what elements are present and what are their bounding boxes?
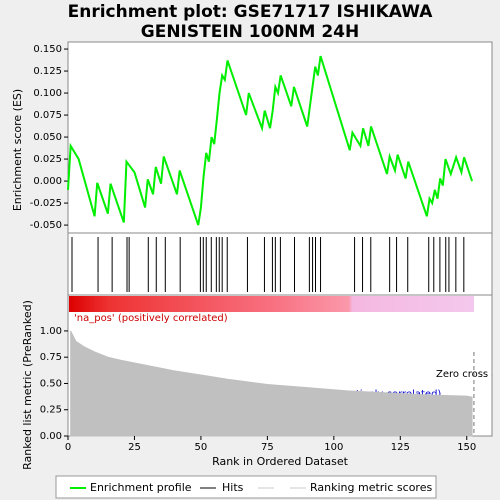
- y-tick-label: 0.125: [33, 66, 62, 77]
- y-tick-label: 0.00: [40, 431, 62, 442]
- y-tick-label: -0.050: [30, 220, 62, 231]
- x-axis-label: Rank in Ordered Dataset: [212, 455, 349, 468]
- legend-label: Hits: [222, 481, 244, 494]
- x-tick-label: 150: [457, 442, 476, 453]
- y-tick-label: 0.25: [40, 405, 62, 416]
- y-axis-label: Enrichment score (ES): [11, 89, 24, 211]
- y-tick-label: 0.025: [33, 154, 62, 165]
- y-tick-label: 0.150: [33, 44, 62, 55]
- x-tick-label: 0: [65, 442, 71, 453]
- chart-title: Enrichment plot: GSE71717 ISHIKAWA GENIST…: [68, 2, 434, 42]
- annotation: 'na_pos' (positively correlated): [74, 313, 228, 324]
- y-tick-label: -0.025: [30, 198, 62, 209]
- metric-area: [70, 330, 473, 437]
- y-tick-label: 0.000: [33, 176, 62, 187]
- enrichment-line: [67, 55, 474, 226]
- y-tick-label: 0.100: [33, 88, 62, 99]
- legend-box: [55, 475, 437, 499]
- y-tick-label: 0.75: [40, 352, 62, 363]
- annotation: Zero cross at: [436, 369, 500, 380]
- x-tick-label: 125: [391, 442, 410, 453]
- y-tick-label: 0.050: [33, 132, 62, 143]
- legend-label: Enrichment profile: [90, 481, 192, 494]
- x-tick-label: 25: [128, 442, 141, 453]
- y-axis-label: Ranked list metric (PreRanked): [21, 300, 34, 470]
- x-tick-label: 75: [261, 442, 274, 453]
- y-tick-label: 1.00: [40, 326, 62, 337]
- legend-label: Ranking metric scores: [310, 481, 432, 494]
- x-tick-label: 50: [195, 442, 208, 453]
- x-tick-label: 100: [324, 442, 343, 453]
- y-tick-label: 0.50: [40, 378, 62, 389]
- color-bar: [69, 296, 474, 312]
- y-tick-label: 0.075: [33, 110, 62, 121]
